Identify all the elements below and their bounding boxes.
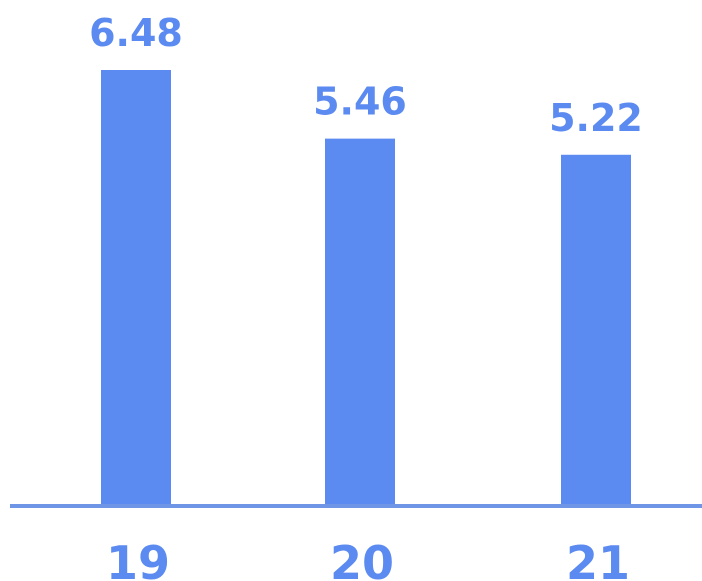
value-label-20: 5.46 (313, 80, 407, 124)
bar-20 (325, 138, 395, 506)
x-tick-label-19: 19 (106, 536, 170, 581)
bar-21 (561, 154, 631, 506)
value-label-21: 5.22 (549, 96, 643, 140)
value-labels-group: 6.48 5.46 5.22 (89, 11, 643, 140)
value-label-19: 6.48 (89, 11, 183, 55)
x-tick-label-21: 21 (566, 536, 630, 581)
bars-group (101, 70, 631, 506)
x-tick-labels-group: 19 20 21 (106, 536, 630, 581)
x-tick-label-20: 20 (330, 536, 394, 581)
bar-19 (101, 70, 171, 506)
